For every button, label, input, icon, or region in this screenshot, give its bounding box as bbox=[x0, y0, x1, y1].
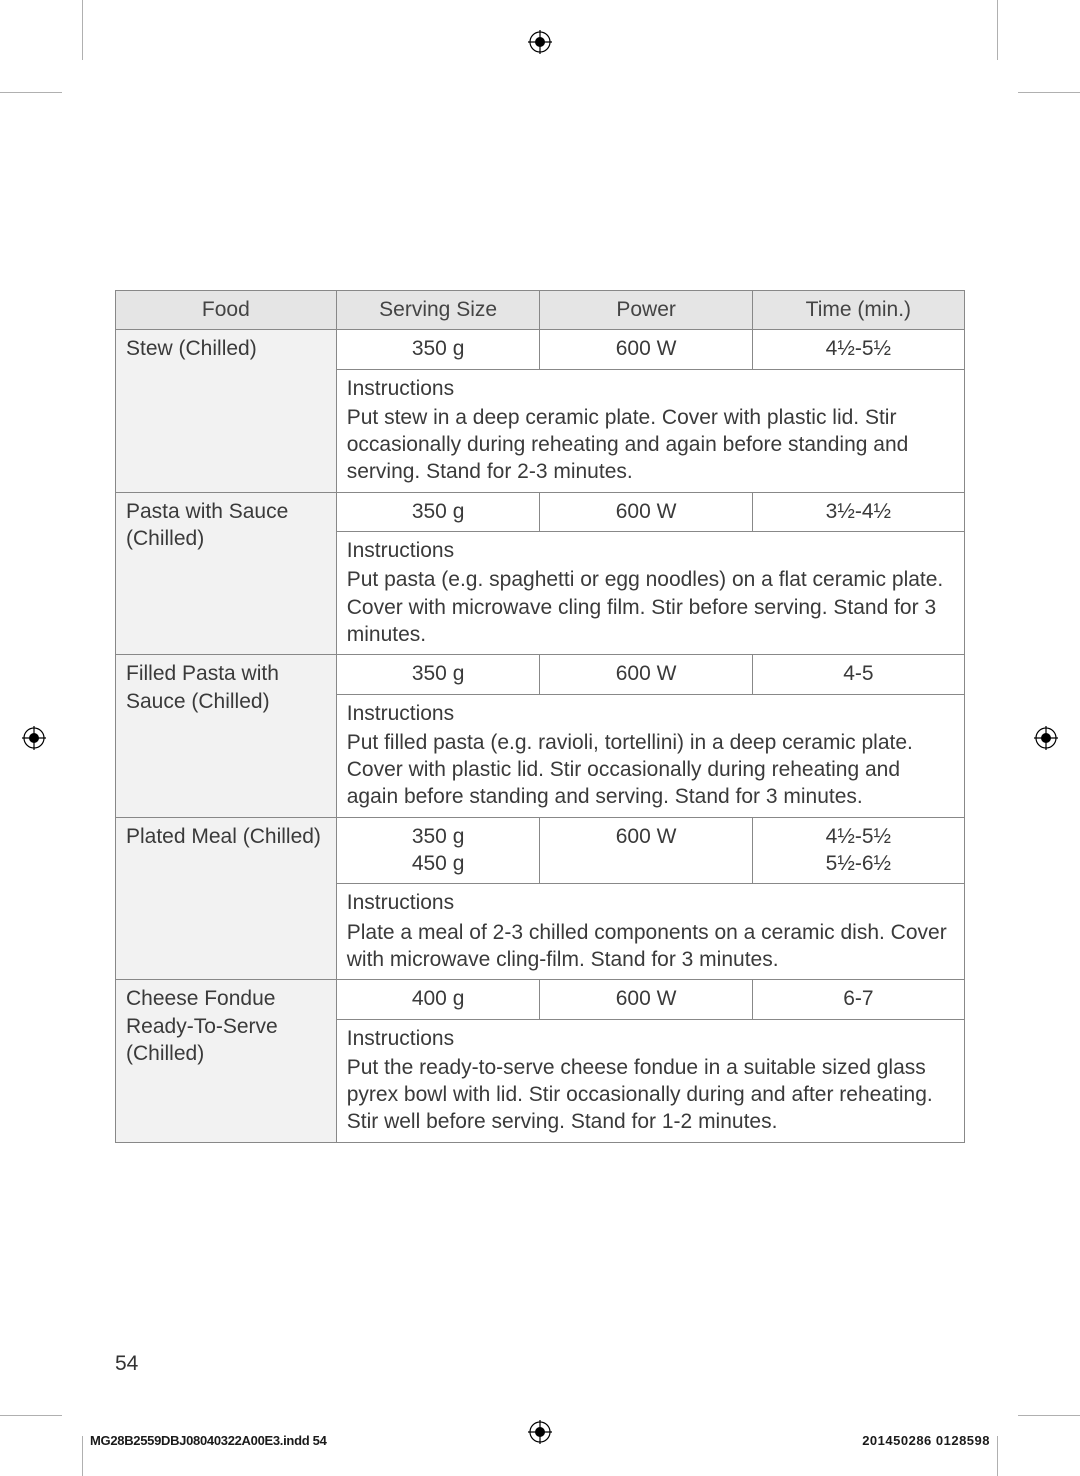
crop-mark bbox=[0, 1415, 62, 1416]
footer-filename: MG28B2559DBJ08040322A00E3.indd 54 bbox=[90, 1433, 327, 1448]
serving-value: 350 g bbox=[412, 825, 465, 848]
food-name-cell: Pasta with Sauce (Chilled) bbox=[116, 492, 337, 654]
food-name-cell: Cheese Fondue Ready-To-Serve (Chilled) bbox=[116, 980, 337, 1142]
instructions-cell: Instructions Plate a meal of 2-3 chilled… bbox=[336, 884, 964, 980]
col-time: Time (min.) bbox=[752, 291, 964, 330]
footer-timestamp: 201450286 0128598 bbox=[862, 1433, 990, 1448]
crop-mark bbox=[1018, 1415, 1080, 1416]
serving-cell: 350 g bbox=[336, 492, 540, 531]
instructions-title: Instructions bbox=[347, 375, 954, 402]
time-cell: 4-5 bbox=[752, 655, 964, 694]
table-row: Plated Meal (Chilled) 350 g 450 g 600 W … bbox=[116, 817, 965, 884]
table-row: Pasta with Sauce (Chilled) 350 g 600 W 3… bbox=[116, 492, 965, 531]
registration-mark-icon bbox=[528, 30, 552, 54]
food-name-cell: Plated Meal (Chilled) bbox=[116, 817, 337, 979]
serving-cell: 400 g bbox=[336, 980, 540, 1019]
power-cell: 600 W bbox=[540, 492, 752, 531]
instructions-title: Instructions bbox=[347, 700, 954, 727]
page-content: Food Serving Size Power Time (min.) Stew… bbox=[115, 290, 965, 1143]
instructions-body: Put the ready-to-serve cheese fondue in … bbox=[347, 1056, 933, 1134]
crop-mark bbox=[997, 1436, 998, 1476]
instructions-body: Plate a meal of 2-3 chilled components o… bbox=[347, 921, 947, 971]
power-cell: 600 W bbox=[540, 817, 752, 884]
food-reheating-table: Food Serving Size Power Time (min.) Stew… bbox=[115, 290, 965, 1143]
power-cell: 600 W bbox=[540, 980, 752, 1019]
instructions-cell: Instructions Put stew in a deep ceramic … bbox=[336, 369, 964, 492]
registration-mark-icon bbox=[1034, 726, 1058, 750]
col-serving: Serving Size bbox=[336, 291, 540, 330]
power-cell: 600 W bbox=[540, 330, 752, 369]
instructions-title: Instructions bbox=[347, 1025, 954, 1052]
time-cell: 4½-5½ bbox=[752, 330, 964, 369]
instructions-body: Put pasta (e.g. spaghetti or egg noodles… bbox=[347, 568, 944, 646]
food-name-cell: Filled Pasta with Sauce (Chilled) bbox=[116, 655, 337, 817]
crop-mark bbox=[82, 0, 83, 60]
crop-mark bbox=[82, 1436, 83, 1476]
time-cell: 4½-5½ 5½-6½ bbox=[752, 817, 964, 884]
table-row: Stew (Chilled) 350 g 600 W 4½-5½ bbox=[116, 330, 965, 369]
col-power: Power bbox=[540, 291, 752, 330]
table-row: Cheese Fondue Ready-To-Serve (Chilled) 4… bbox=[116, 980, 965, 1019]
serving-value: 450 g bbox=[412, 852, 465, 875]
crop-mark bbox=[1018, 92, 1080, 93]
time-cell: 6-7 bbox=[752, 980, 964, 1019]
time-cell: 3½-4½ bbox=[752, 492, 964, 531]
table-header-row: Food Serving Size Power Time (min.) bbox=[116, 291, 965, 330]
food-name-cell: Stew (Chilled) bbox=[116, 330, 337, 492]
registration-mark-icon bbox=[528, 1420, 552, 1444]
serving-cell: 350 g bbox=[336, 330, 540, 369]
table-row: Filled Pasta with Sauce (Chilled) 350 g … bbox=[116, 655, 965, 694]
instructions-cell: Instructions Put pasta (e.g. spaghetti o… bbox=[336, 532, 964, 655]
instructions-cell: Instructions Put the ready-to-serve chee… bbox=[336, 1019, 964, 1142]
crop-mark bbox=[0, 92, 62, 93]
instructions-cell: Instructions Put filled pasta (e.g. ravi… bbox=[336, 694, 964, 817]
page-number: 54 bbox=[115, 1352, 138, 1376]
serving-cell: 350 g bbox=[336, 655, 540, 694]
power-cell: 600 W bbox=[540, 655, 752, 694]
instructions-body: Put stew in a deep ceramic plate. Cover … bbox=[347, 406, 909, 484]
time-value: 5½-6½ bbox=[826, 852, 891, 875]
instructions-title: Instructions bbox=[347, 537, 954, 564]
serving-cell: 350 g 450 g bbox=[336, 817, 540, 884]
col-food: Food bbox=[116, 291, 337, 330]
registration-mark-icon bbox=[22, 726, 46, 750]
crop-mark bbox=[997, 0, 998, 60]
instructions-body: Put filled pasta (e.g. ravioli, tortelli… bbox=[347, 731, 913, 809]
time-value: 4½-5½ bbox=[826, 825, 891, 848]
instructions-title: Instructions bbox=[347, 889, 954, 916]
